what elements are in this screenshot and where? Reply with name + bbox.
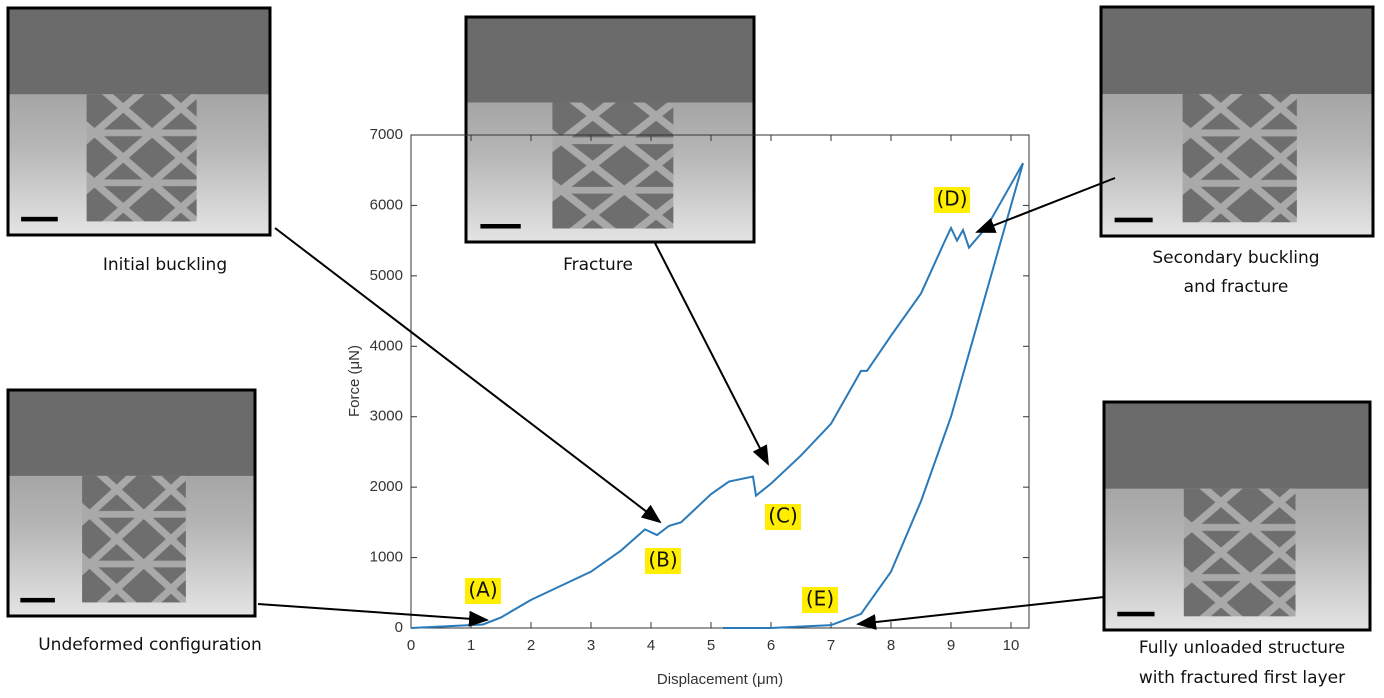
- data-line: [410, 162, 1024, 629]
- x-tick-label: 6: [767, 637, 775, 654]
- caption: Secondary buckling: [1152, 248, 1319, 268]
- image: [1101, 7, 1373, 236]
- x-tick-label: 2: [527, 637, 535, 654]
- plot: 0 1 2 3 4 5 6 7 8 9 10 0 1000 2000 3000 4000 5000 6000 700…: [370, 126, 1029, 654]
- caption: Fracture: [563, 255, 633, 275]
- x-tick-label: 0: [407, 637, 415, 654]
- x-tick-label: 10: [1003, 637, 1020, 654]
- x-tick-label: 4: [647, 637, 655, 654]
- x-tick-label: 7: [827, 637, 835, 654]
- data-line: [723, 162, 1024, 629]
- image: [1104, 402, 1370, 630]
- y-tick-label: 4000: [370, 337, 403, 354]
- arrows: [257, 177, 1116, 630]
- captions: Initial buckling Fracture Secondary buck…: [38, 248, 1345, 688]
- x-tick-label: 8: [887, 637, 895, 654]
- y-tick-label: 0: [395, 619, 403, 636]
- caption: Initial buckling: [103, 255, 227, 275]
- annotation: (E): [806, 587, 834, 611]
- annotation: (A): [468, 578, 497, 602]
- x-tick-label: 5: [707, 637, 715, 654]
- y-tick-label: 3000: [370, 408, 403, 425]
- annotations: (A) (B) (C) (D) (E): [465, 187, 970, 613]
- annotation: (B): [648, 548, 677, 572]
- y-tick-label: 1000: [370, 549, 403, 566]
- y-tick-label: 6000: [370, 196, 403, 213]
- caption: Fully unloaded structure: [1139, 638, 1345, 658]
- y-tick-label: 7000: [370, 126, 403, 143]
- y-tick-label: 2000: [370, 478, 403, 495]
- caption: and fracture: [1184, 277, 1289, 297]
- x-tick-label: 3: [587, 637, 595, 654]
- plot-frame: [410, 134, 1030, 629]
- image: [8, 8, 270, 235]
- sem-images: [6, 5, 1375, 632]
- image: [8, 390, 255, 616]
- y-tick-label: 5000: [370, 267, 403, 284]
- image: [466, 17, 754, 242]
- annotation: (D): [936, 187, 967, 211]
- x-tick-label: 9: [947, 637, 955, 654]
- y-axis-label: Force (μN): [346, 345, 363, 417]
- x-axis-label: Displacement (μm): [657, 671, 783, 688]
- caption: with fractured first layer: [1139, 668, 1345, 688]
- x-tick-label: 1: [467, 637, 475, 654]
- annotation: (C): [768, 504, 798, 528]
- caption: Undeformed configuration: [38, 635, 262, 655]
